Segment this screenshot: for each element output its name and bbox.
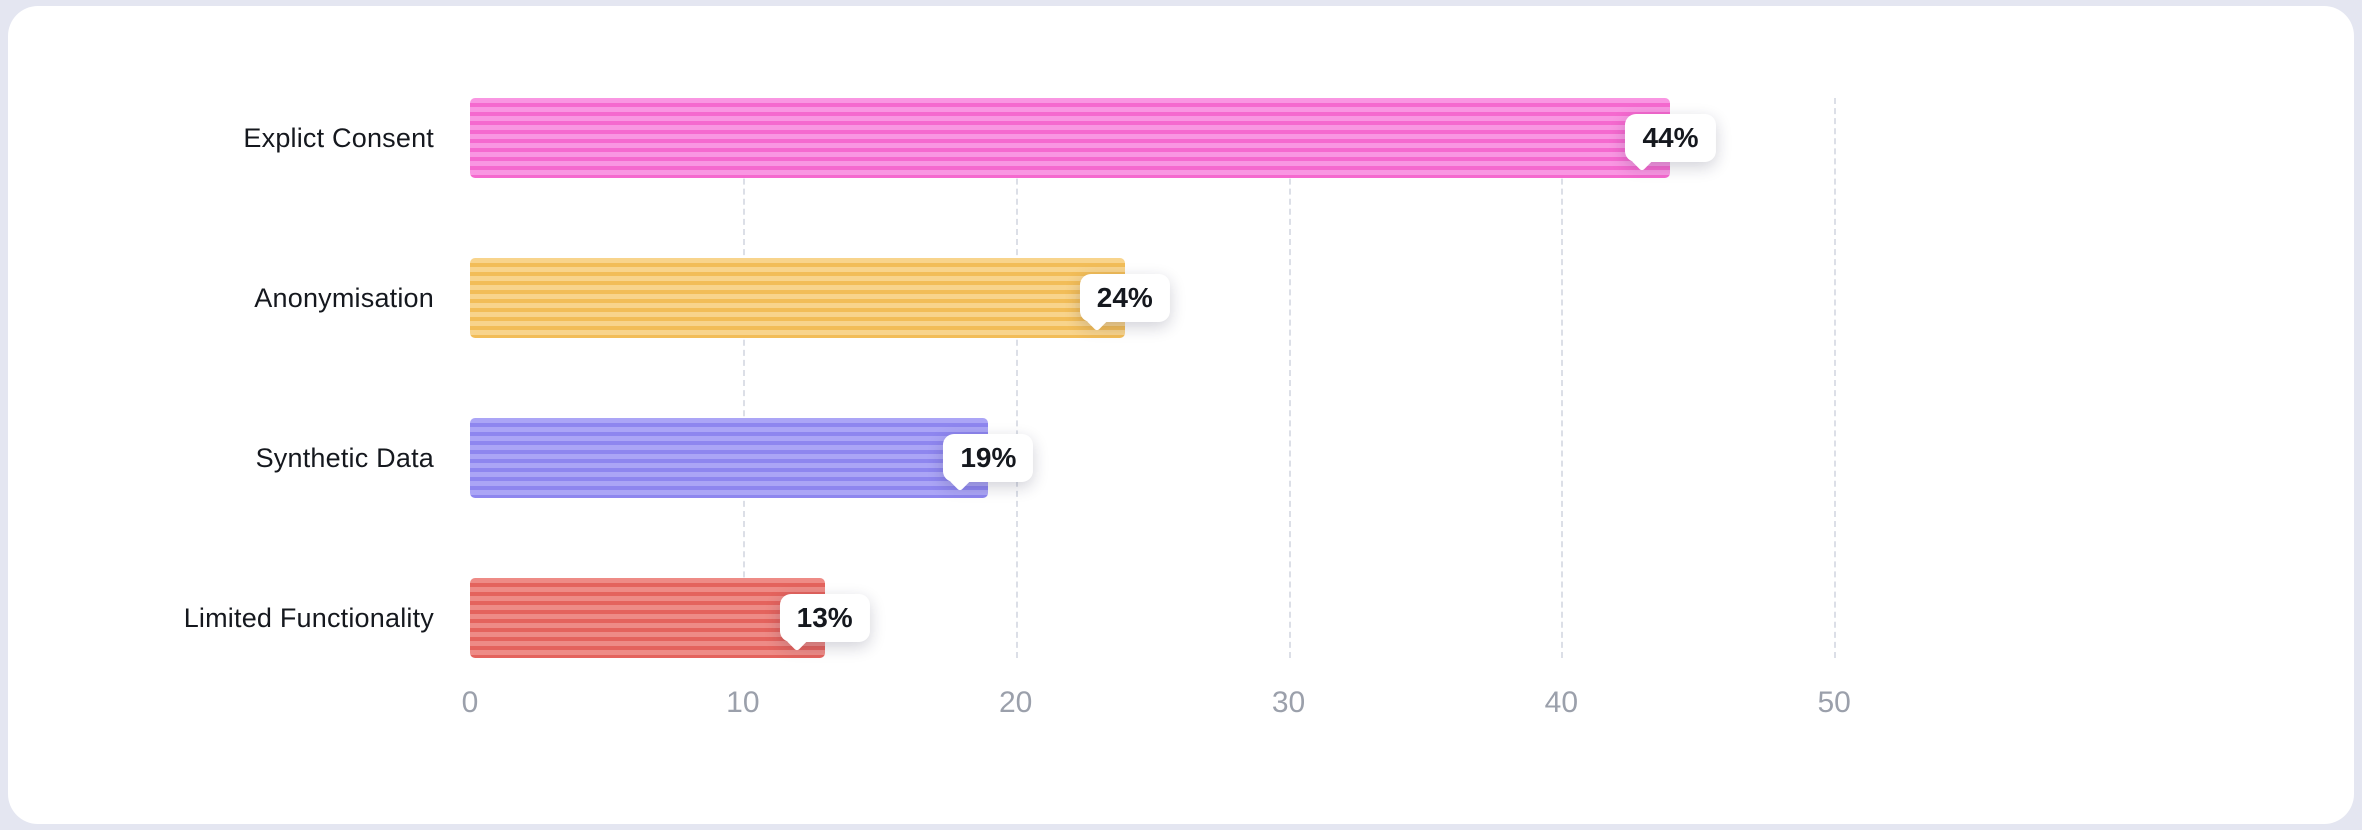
x-axis-tick-label: 0 (461, 686, 479, 719)
category-label-explict-consent: Explict Consent (243, 122, 434, 153)
value-badge-synthetic-data: 19% (943, 434, 1034, 492)
value-badge-anonymisation: 24% (1079, 274, 1170, 332)
category-label-anonymisation: Anonymisation (254, 282, 434, 313)
gridline (742, 98, 745, 658)
value-badge-label: 24% (1096, 282, 1153, 313)
x-axis-tick-label: 50 (1817, 686, 1851, 719)
bar-explict-consent[interactable] (470, 98, 1671, 178)
gridline (1288, 98, 1291, 658)
gridline (1561, 98, 1564, 658)
bar-anonymisation[interactable] (470, 258, 1125, 338)
value-badge-limited-functionality: 13% (779, 594, 870, 652)
category-label-synthetic-data: Synthetic Data (255, 442, 434, 473)
x-axis-tick-label: 40 (1544, 686, 1579, 719)
x-axis-tick-label: 20 (998, 686, 1033, 719)
bar-limited-functionality[interactable] (470, 578, 825, 658)
value-badge-explict-consent: 44% (1625, 114, 1716, 172)
value-badge-label: 13% (796, 602, 853, 633)
x-axis-tick-label: 30 (1271, 686, 1306, 719)
category-labels: Explict Consent Anonymisation Synthetic Da… (8, 58, 470, 824)
horizontal-bar-chart: Explict Consent Anonymisation Synthetic Da… (8, 6, 2354, 824)
category-label-limited-functionality: Limited Functionality (183, 602, 434, 633)
gridline (1834, 98, 1837, 658)
x-axis-tick-label: 10 (726, 686, 760, 719)
bar-synthetic-data[interactable] (470, 418, 989, 498)
chart-card: Explict Consent Anonymisation Synthetic Da… (8, 6, 2354, 824)
value-badge-label: 19% (960, 442, 1017, 473)
plot-area: 0 10 20 30 40 50 44% 24% 19% 13% (462, 58, 2298, 758)
gridline (1015, 98, 1018, 658)
value-badge-label: 44% (1642, 122, 1699, 153)
